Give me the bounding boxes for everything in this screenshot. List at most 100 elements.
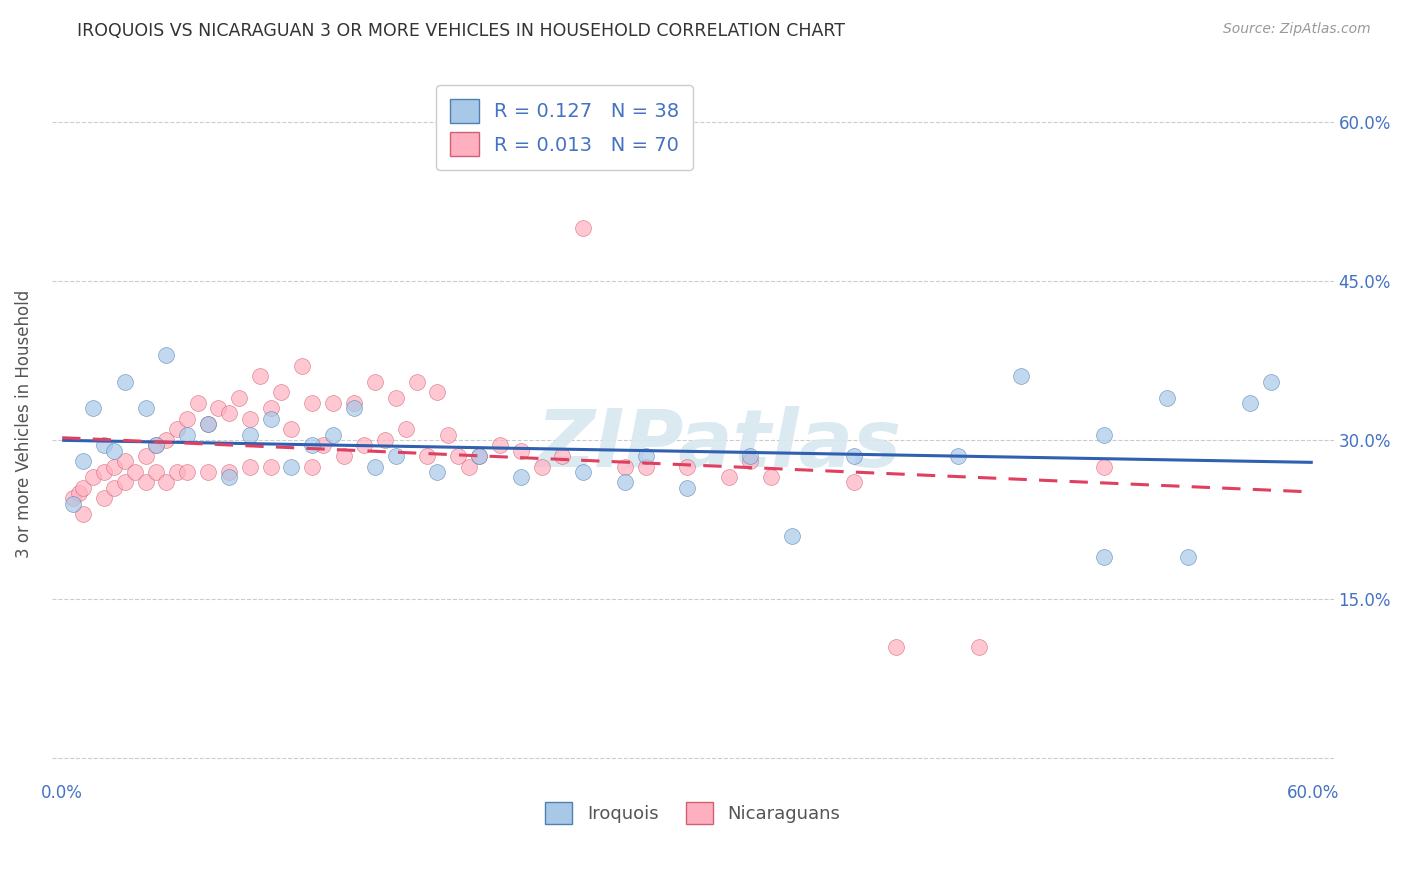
Point <box>280 459 302 474</box>
Point <box>218 465 240 479</box>
Point <box>572 465 595 479</box>
Point <box>301 396 323 410</box>
Point <box>145 465 167 479</box>
Point <box>259 401 281 416</box>
Point <box>844 475 866 490</box>
Point <box>82 470 104 484</box>
Point <box>301 438 323 452</box>
Text: IROQUOIS VS NICARAGUAN 3 OR MORE VEHICLES IN HOUSEHOLD CORRELATION CHART: IROQUOIS VS NICARAGUAN 3 OR MORE VEHICLE… <box>77 22 845 40</box>
Point <box>239 411 262 425</box>
Point <box>353 438 375 452</box>
Point <box>239 427 262 442</box>
Point <box>613 475 636 490</box>
Point <box>384 449 406 463</box>
Point <box>1260 375 1282 389</box>
Point <box>259 411 281 425</box>
Point <box>155 433 177 447</box>
Point <box>468 449 491 463</box>
Point <box>291 359 314 373</box>
Point <box>551 449 574 463</box>
Text: Source: ZipAtlas.com: Source: ZipAtlas.com <box>1223 22 1371 37</box>
Point <box>509 470 531 484</box>
Point <box>62 497 84 511</box>
Point <box>114 454 136 468</box>
Point <box>259 459 281 474</box>
Point <box>270 385 292 400</box>
Point <box>1239 396 1261 410</box>
Point <box>844 449 866 463</box>
Point <box>530 459 553 474</box>
Point <box>145 438 167 452</box>
Point <box>676 459 699 474</box>
Point <box>67 486 90 500</box>
Point <box>197 417 219 431</box>
Point <box>447 449 470 463</box>
Point <box>145 438 167 452</box>
Point <box>176 465 198 479</box>
Point <box>322 427 344 442</box>
Point <box>72 508 94 522</box>
Point <box>738 449 761 463</box>
Point <box>613 459 636 474</box>
Point <box>72 454 94 468</box>
Point <box>364 459 387 474</box>
Point <box>176 411 198 425</box>
Point <box>124 465 146 479</box>
Point <box>405 375 427 389</box>
Point <box>332 449 354 463</box>
Point <box>718 470 741 484</box>
Point <box>135 449 157 463</box>
Point <box>135 401 157 416</box>
Point <box>1092 459 1115 474</box>
Point <box>509 443 531 458</box>
Point <box>228 391 250 405</box>
Point <box>426 465 449 479</box>
Point <box>343 396 366 410</box>
Point <box>738 454 761 468</box>
Point <box>364 375 387 389</box>
Point <box>948 449 970 463</box>
Point <box>155 348 177 362</box>
Point <box>634 459 657 474</box>
Point <box>416 449 439 463</box>
Point <box>489 438 512 452</box>
Point <box>103 459 125 474</box>
Point <box>312 438 335 452</box>
Point <box>322 396 344 410</box>
Point <box>197 465 219 479</box>
Point <box>135 475 157 490</box>
Point <box>1177 549 1199 564</box>
Point <box>884 640 907 654</box>
Point <box>218 470 240 484</box>
Point <box>103 481 125 495</box>
Point <box>72 481 94 495</box>
Point <box>1010 369 1032 384</box>
Point <box>969 640 991 654</box>
Point <box>93 465 115 479</box>
Point <box>249 369 271 384</box>
Point <box>457 459 479 474</box>
Point <box>759 470 782 484</box>
Point <box>1092 427 1115 442</box>
Point <box>114 475 136 490</box>
Point <box>103 443 125 458</box>
Point <box>572 220 595 235</box>
Point <box>155 475 177 490</box>
Point <box>280 422 302 436</box>
Point <box>374 433 396 447</box>
Point <box>468 449 491 463</box>
Text: ZIPatlas: ZIPatlas <box>536 407 901 484</box>
Point <box>93 438 115 452</box>
Point <box>436 427 458 442</box>
Point <box>239 459 262 474</box>
Point <box>1156 391 1178 405</box>
Point <box>166 465 188 479</box>
Legend: Iroquois, Nicaraguans: Iroquois, Nicaraguans <box>534 791 851 835</box>
Point <box>176 427 198 442</box>
Point <box>343 401 366 416</box>
Point <box>1092 549 1115 564</box>
Point <box>218 407 240 421</box>
Point <box>114 375 136 389</box>
Point <box>207 401 229 416</box>
Point <box>82 401 104 416</box>
